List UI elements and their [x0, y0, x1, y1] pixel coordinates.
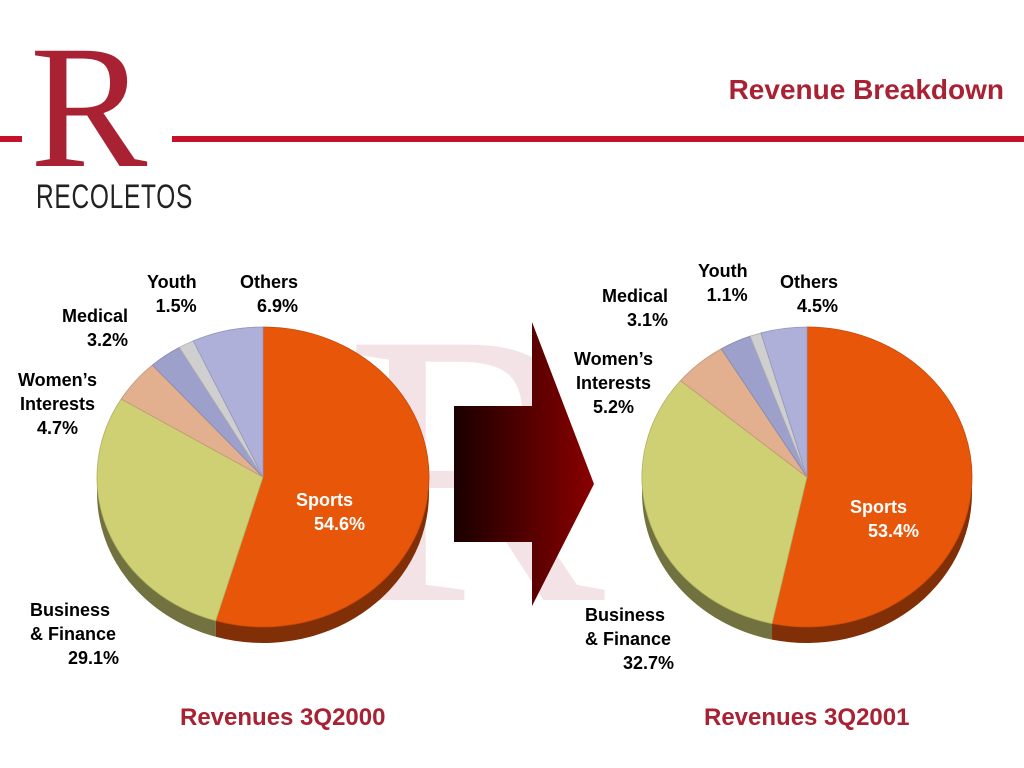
pie-slice-sports	[215, 326, 430, 628]
slice-label-medical: Medical 3.2%	[62, 306, 129, 350]
header-rule	[0, 136, 1024, 142]
slice-label-youth: Youth 1.1%	[698, 261, 748, 305]
slice-label-sports: Sports 53.4%	[850, 497, 920, 541]
slice-label-womens-interests: Women’s Interests 5.2%	[574, 349, 654, 417]
page-title: Revenue Breakdown	[728, 74, 1004, 105]
brand-wordmark: RECOLETOS	[36, 178, 194, 216]
slice-label-business-finance: Business & Finance 29.1%	[30, 600, 120, 668]
pie-chart-3q2000	[96, 326, 430, 643]
slice-label-others: Others 4.5%	[780, 272, 839, 316]
pie-slice-others	[192, 326, 264, 478]
logo-backdrop	[22, 86, 172, 146]
chart-caption-3q2001: Revenues 3Q2001	[704, 704, 910, 731]
pie-chart-3q2001	[641, 326, 973, 643]
pie-slice-business-finance	[641, 380, 808, 625]
pie-slice-others	[760, 326, 808, 478]
slice-label-business-finance: Business & Finance 32.7%	[585, 605, 675, 673]
slice-label-womens-interests: Women’s Interests 4.7%	[18, 370, 98, 438]
slice-label-medical: Medical 3.1%	[602, 286, 669, 330]
slice-label-others: Others 6.9%	[240, 272, 299, 316]
pie-slice-side-sports	[215, 477, 429, 643]
pie-slice-sports	[771, 326, 973, 628]
transition-arrow-icon	[454, 322, 594, 606]
slice-label-youth: Youth 1.5%	[147, 272, 197, 316]
logo-r-icon: R	[30, 10, 148, 205]
pie-slice-side-business-finance	[96, 477, 216, 637]
chart-caption-3q2000: Revenues 3Q2000	[180, 704, 386, 731]
slice-label-sports: Sports 54.6%	[296, 490, 366, 534]
